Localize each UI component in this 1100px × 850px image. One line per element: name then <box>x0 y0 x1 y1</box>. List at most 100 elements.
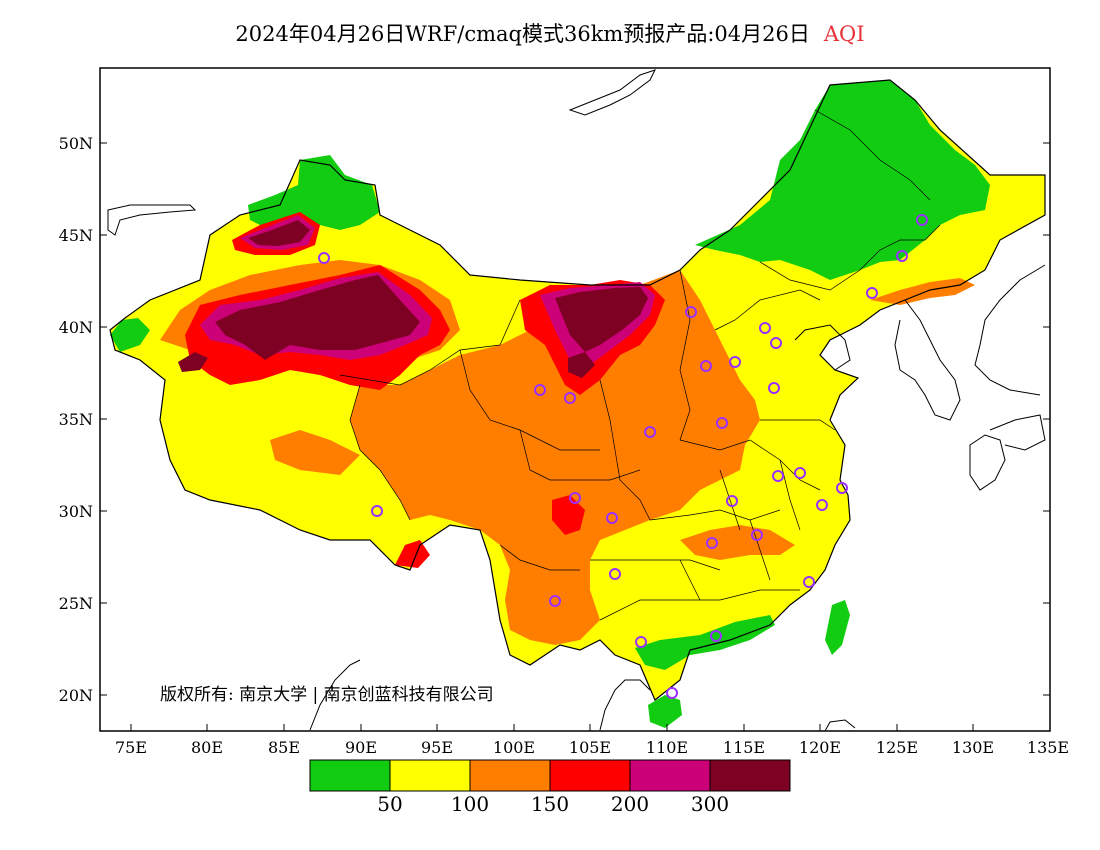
aqi-region-maroon-zhungeer <box>248 220 310 246</box>
map-border <box>99 67 1051 732</box>
lon-label-115e: 115E <box>723 738 765 757</box>
station-marker <box>534 384 546 396</box>
lon-label-100e: 100E <box>493 738 535 757</box>
aqi-region-orange-hunan <box>680 525 795 560</box>
bohai-coastline <box>794 324 851 371</box>
china-border <box>109 79 1046 701</box>
aqi-region-orange-central <box>350 270 760 645</box>
lon-label-95e: 95E <box>421 738 453 757</box>
legend-swatch-yellow <box>389 759 471 792</box>
station-marker <box>710 630 722 642</box>
station-marker <box>803 576 815 588</box>
korea-coastline <box>894 299 961 421</box>
station-marker <box>644 426 656 438</box>
legend-tick-100: 100 <box>450 792 490 816</box>
lon-labels: 75E 80E 85E 90E 95E 100E 105E 110E 115E … <box>115 738 1069 757</box>
lat-labels: 50N 45N 40N 35N 30N 25N 20N <box>59 134 93 705</box>
aqi-region-green-northeast <box>695 80 990 280</box>
aqi-region-green-hainan <box>648 695 682 728</box>
station-marker <box>794 467 806 479</box>
station-marker <box>716 417 728 429</box>
lon-label-135e: 135E <box>1027 738 1069 757</box>
station-marker <box>549 595 561 607</box>
station-marker <box>371 505 383 517</box>
lat-label-20n: 20N <box>59 686 93 705</box>
lon-label-120e: 120E <box>799 738 841 757</box>
kazakhstan-lake-outline <box>107 204 197 236</box>
aqi-region-green-northwest <box>248 155 380 232</box>
lat-label-45n: 45N <box>59 226 93 245</box>
aqi-region-maroon-north <box>555 287 648 352</box>
station-marker <box>564 392 576 404</box>
lat-label-25n: 25N <box>59 594 93 613</box>
aqi-region-green-taiwan <box>825 600 850 655</box>
japan-kyushu-coastline <box>969 434 1006 491</box>
station-marker <box>706 537 718 549</box>
province-boundaries <box>339 109 941 621</box>
station-marker <box>606 512 618 524</box>
legend-tick-50: 50 <box>377 792 403 816</box>
aqi-region-green-west <box>110 318 150 352</box>
philippines-coastline <box>824 719 856 731</box>
station-marker <box>916 214 928 226</box>
aqi-region-red-sichuan <box>552 495 585 535</box>
copyright-notice: 版权所有: 南京大学 | 南京创蓝科技有限公司 <box>160 685 494 705</box>
legend-tick-labels: 50 100 150 200 300 <box>0 792 1100 822</box>
lon-label-125e: 125E <box>876 738 918 757</box>
station-marker <box>772 470 784 482</box>
legend-swatch-purple <box>629 759 711 792</box>
lat-label-30n: 30N <box>59 502 93 521</box>
legend-tick-150: 150 <box>530 792 570 816</box>
legend-swatch-orange <box>469 759 551 792</box>
station-marker <box>759 322 771 334</box>
aqi-region-maroon-tarim <box>215 275 420 360</box>
station-marker <box>866 287 878 299</box>
japan-coastline <box>974 264 1046 396</box>
india-coastline <box>309 659 361 731</box>
aqi-region-orange-sichuan <box>270 430 360 475</box>
aqi-region-orange-northeast-strip <box>870 278 975 305</box>
lon-label-105e: 105E <box>569 738 611 757</box>
station-marker <box>569 492 581 504</box>
station-marker <box>609 568 621 580</box>
station-marker <box>700 360 712 372</box>
aqi-region-maroon-ordos <box>568 352 595 378</box>
station-marker <box>768 382 780 394</box>
aqi-region-green-south-coast <box>635 615 775 670</box>
station-marker <box>751 529 763 541</box>
station-marker <box>635 636 647 648</box>
station-marker <box>685 306 697 318</box>
title-variable: AQI <box>823 22 865 46</box>
map-title: 2024年04月26日WRF/cmaq模式36km预报产品:04月26日 AQI <box>0 18 1100 48</box>
lat-ticks <box>100 142 1050 696</box>
title-main: 2024年04月26日WRF/cmaq模式36km预报产品:04月26日 <box>235 22 810 46</box>
station-markers <box>318 214 928 699</box>
legend-swatch-green <box>309 759 391 792</box>
indochina-coastline <box>599 679 651 731</box>
legend-swatch-maroon <box>709 759 791 792</box>
station-marker <box>770 337 782 349</box>
map-area <box>107 69 1046 731</box>
lon-label-110e: 110E <box>646 738 688 757</box>
lon-label-85e: 85E <box>268 738 300 757</box>
lon-label-80e: 80E <box>191 738 223 757</box>
color-legend <box>309 759 791 792</box>
lon-label-130e: 130E <box>952 738 994 757</box>
lon-label-90e: 90E <box>345 738 377 757</box>
lat-label-50n: 50N <box>59 134 93 153</box>
baikal-outline <box>568 69 656 116</box>
station-marker <box>726 495 738 507</box>
station-marker <box>896 250 908 262</box>
aqi-region-red-tibet-south <box>395 540 430 568</box>
station-marker <box>816 499 828 511</box>
lat-label-40n: 40N <box>59 318 93 337</box>
station-marker <box>318 252 330 264</box>
legend-tick-300: 300 <box>690 792 730 816</box>
station-marker <box>729 356 741 368</box>
legend-swatch-red <box>549 759 631 792</box>
japan-shikoku-coastline <box>989 414 1046 451</box>
station-marker <box>836 482 848 494</box>
aqi-region-maroon-west-spot <box>178 352 208 372</box>
lat-label-35n: 35N <box>59 410 93 429</box>
